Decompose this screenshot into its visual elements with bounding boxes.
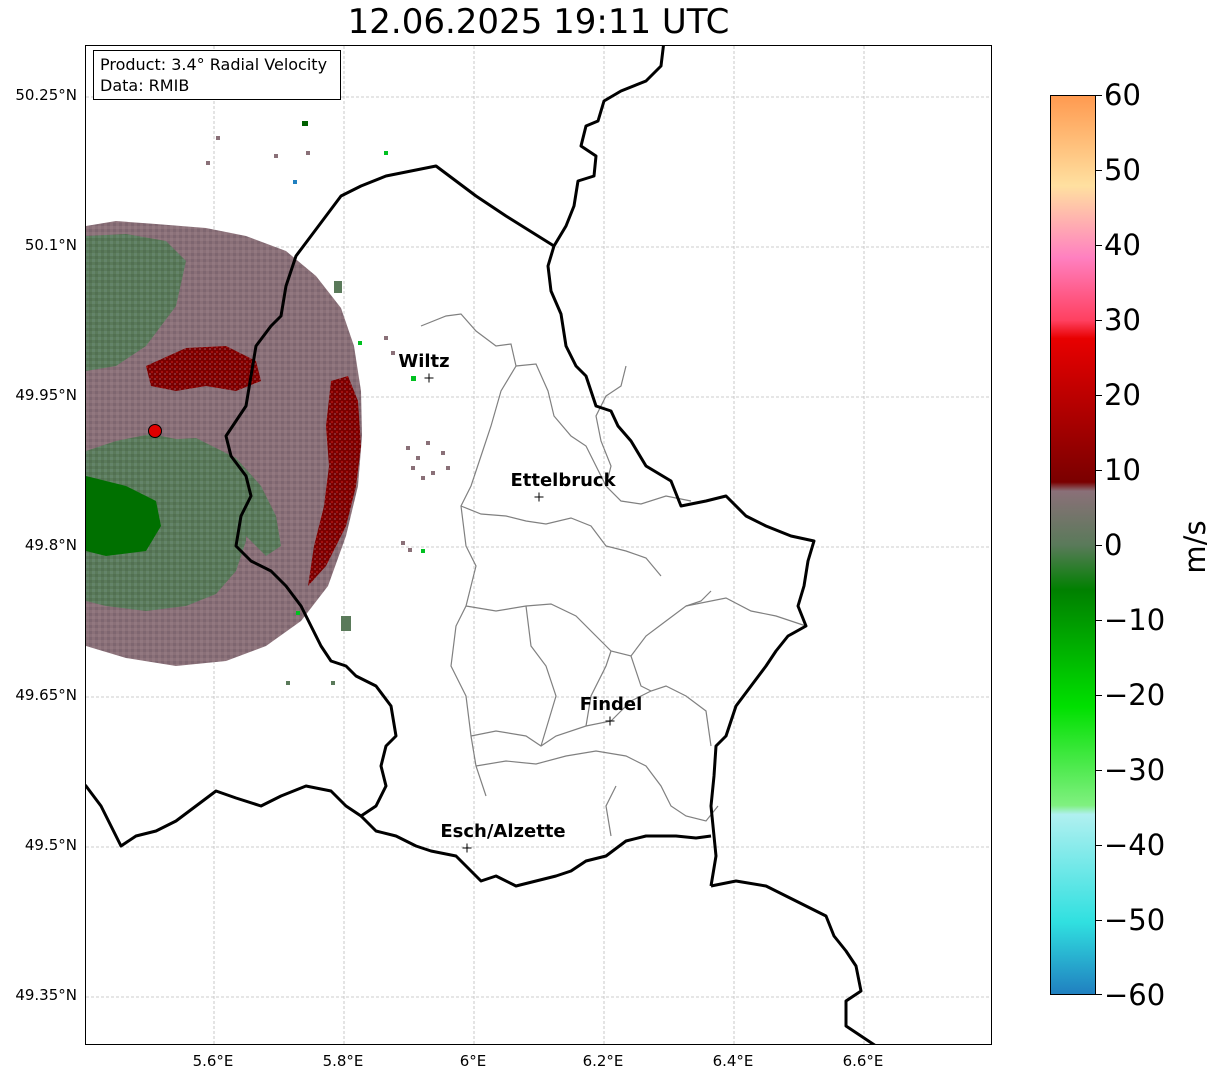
longitude-label: 5.6°E	[192, 1052, 234, 1070]
latitude-label: 49.35°N	[15, 986, 77, 1004]
velocity-colorbar	[1050, 95, 1096, 995]
colorbar-tick-label: 60	[1104, 78, 1141, 112]
radar-map[interactable]	[85, 45, 992, 1045]
data-source-label: Data: RMIB	[100, 76, 190, 95]
latitude-label: 50.25°N	[15, 86, 77, 104]
colorbar-tick-label: −10	[1104, 603, 1166, 637]
colorbar-tickmark	[1096, 95, 1102, 96]
colorbar-tickmark	[1096, 545, 1102, 546]
city-marker-icon	[534, 492, 544, 502]
colorbar-tick-label: −30	[1104, 753, 1166, 787]
latitude-label: 49.95°N	[15, 386, 77, 404]
colorbar-tickmark	[1096, 620, 1102, 621]
longitude-label: 5.8°E	[322, 1052, 364, 1070]
colorbar-tick-label: −40	[1104, 828, 1166, 862]
colorbar-tickmark	[1096, 920, 1102, 921]
latitude-label: 49.8°N	[24, 536, 77, 554]
longitude-label: 6°E	[459, 1052, 487, 1070]
colorbar-tickmark	[1096, 770, 1102, 771]
colorbar-tickmark	[1096, 695, 1102, 696]
commune-boundaries	[420, 313, 807, 837]
longitude-label: 6.4°E	[712, 1052, 754, 1070]
colorbar-tickmark	[1096, 470, 1102, 471]
colorbar-tick-label: −20	[1104, 678, 1166, 712]
colorbar-tick-label: 40	[1104, 228, 1141, 262]
latitude-label: 50.1°N	[24, 236, 77, 254]
radar-velocity-field	[86, 121, 450, 685]
colorbar-unit-label: m/s	[1178, 520, 1207, 574]
colorbar-tickmark	[1096, 320, 1102, 321]
colorbar-tick-label: 10	[1104, 453, 1141, 487]
city-marker-icon	[424, 373, 434, 383]
colorbar-tickmark	[1096, 170, 1102, 171]
colorbar-tick-label: 30	[1104, 303, 1141, 337]
colorbar-tick-label: 0	[1104, 528, 1123, 562]
city-label-ettelbruck: Ettelbruck	[510, 470, 616, 491]
colorbar-tickmark	[1096, 395, 1102, 396]
city-marker-icon	[605, 716, 615, 726]
longitude-label: 6.2°E	[582, 1052, 624, 1070]
colorbar-tickmark	[1096, 994, 1102, 995]
city-marker-icon	[462, 843, 472, 853]
radar-site-marker	[148, 424, 162, 438]
map-canvas	[86, 46, 991, 1044]
longitude-label: 6.6°E	[842, 1052, 884, 1070]
colorbar-tickmark	[1096, 245, 1102, 246]
product-info-box: Product: 3.4° Radial Velocity Data: RMIB	[93, 50, 341, 100]
latitude-label: 49.65°N	[15, 686, 77, 704]
map-title: 12.06.2025 19:11 UTC	[347, 2, 730, 42]
city-label-wiltz: Wiltz	[398, 351, 450, 372]
latitude-label: 49.5°N	[24, 836, 77, 854]
colorbar-tick-label: −60	[1104, 978, 1166, 1012]
colorbar-tick-label: 50	[1104, 153, 1141, 187]
city-label-findel: Findel	[579, 694, 643, 715]
product-label: Product: 3.4° Radial Velocity	[100, 55, 328, 74]
colorbar-tickmark	[1096, 845, 1102, 846]
colorbar-tick-label: −50	[1104, 903, 1166, 937]
country-borders	[86, 46, 876, 1044]
colorbar-tick-label: 20	[1104, 378, 1141, 412]
city-label-esch-alzette: Esch/Alzette	[440, 821, 566, 842]
